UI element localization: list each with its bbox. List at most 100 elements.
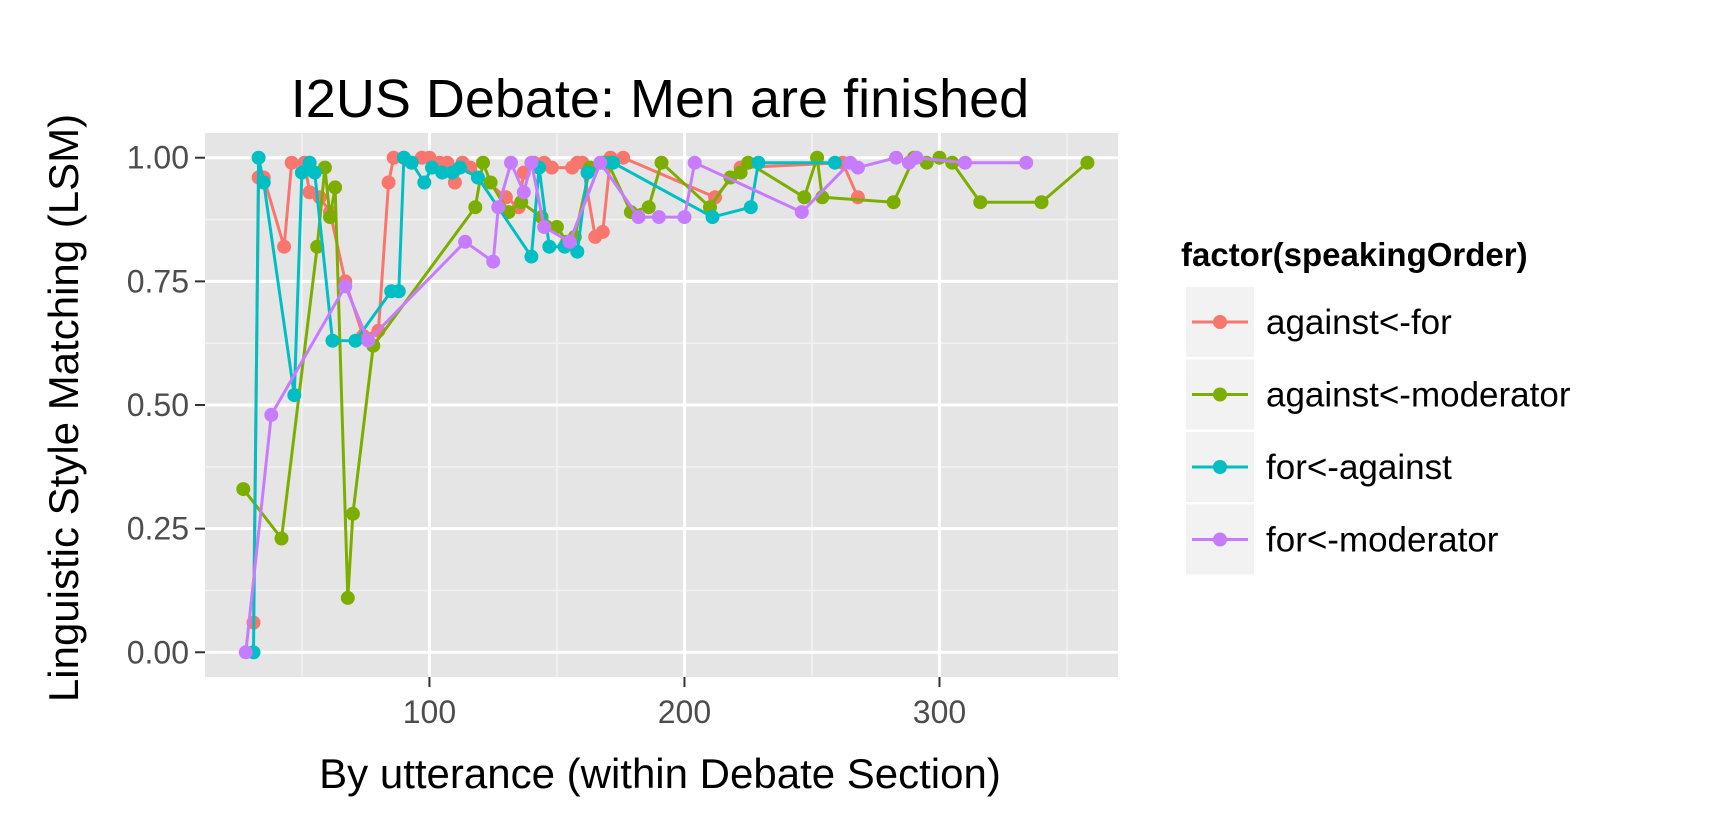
legend-item-against-moderator: against<-moderator bbox=[1186, 359, 1571, 430]
legend-key-point bbox=[1213, 532, 1227, 547]
data-point-against-moderator bbox=[733, 165, 748, 180]
data-point-against-moderator bbox=[323, 210, 337, 225]
data-point-against-moderator bbox=[549, 220, 564, 234]
data-point-for-against bbox=[524, 249, 539, 264]
x-tick-label: 100 bbox=[403, 694, 456, 730]
data-point-against-moderator bbox=[340, 590, 355, 605]
data-point-for-against bbox=[606, 155, 620, 170]
legend-label: for<-moderator bbox=[1266, 521, 1499, 560]
data-point-against-moderator bbox=[641, 200, 656, 215]
data-point-against-moderator bbox=[654, 155, 669, 170]
legend-label: against<-moderator bbox=[1266, 376, 1571, 415]
data-point-against-moderator bbox=[476, 155, 490, 170]
y-tick-label: 0.00 bbox=[127, 634, 189, 670]
data-point-against-moderator bbox=[797, 190, 812, 205]
data-point-for-moderator bbox=[794, 205, 809, 220]
data-point-for-moderator bbox=[593, 155, 608, 170]
data-point-for-against bbox=[294, 165, 309, 180]
data-point-for-against bbox=[542, 239, 557, 254]
data-point-against-for bbox=[850, 190, 865, 205]
data-point-for-against bbox=[570, 244, 585, 259]
data-point-against-moderator bbox=[886, 195, 901, 210]
chart-title: I2US Debate: Men are finished bbox=[291, 69, 1029, 129]
data-point-for-moderator bbox=[677, 210, 692, 225]
major-gridlines bbox=[205, 133, 1118, 677]
data-point-for-moderator bbox=[491, 200, 506, 215]
data-point-for-against bbox=[325, 333, 340, 348]
x-axis-title: By utterance (within Debate Section) bbox=[319, 750, 1001, 797]
legend-item-for-against: for<-against bbox=[1186, 432, 1452, 502]
legend-item-for-moderator: for<-moderator bbox=[1186, 504, 1499, 575]
legend: factor(speakingOrder) against<-for agains… bbox=[1181, 236, 1571, 575]
legend-label: against<-for bbox=[1266, 303, 1452, 342]
data-point-for-against bbox=[435, 165, 450, 180]
legend-item-against-for: against<-for bbox=[1186, 287, 1452, 357]
y-axis: 0.00 0.25 0.50 0.75 1.00 bbox=[127, 140, 205, 670]
legend-key-point bbox=[1213, 460, 1227, 474]
data-point-for-moderator bbox=[338, 279, 353, 294]
data-point-for-moderator bbox=[651, 210, 666, 225]
y-tick-label: 1.00 bbox=[127, 140, 189, 176]
data-point-for-against bbox=[287, 388, 302, 403]
data-point-against-for bbox=[312, 190, 327, 205]
data-point-against-for bbox=[595, 224, 610, 239]
x-tick-label: 300 bbox=[913, 694, 966, 730]
legend-key-point bbox=[1213, 387, 1227, 402]
data-point-for-moderator bbox=[1019, 155, 1034, 170]
data-point-for-against bbox=[391, 284, 406, 299]
data-point-against-moderator bbox=[1034, 195, 1049, 210]
data-point-against-moderator bbox=[973, 195, 988, 210]
series-layer bbox=[236, 150, 1095, 660]
data-point-for-against bbox=[417, 175, 432, 190]
data-point-for-moderator bbox=[631, 210, 646, 225]
data-point-against-for bbox=[544, 160, 559, 175]
data-point-against-moderator bbox=[932, 150, 947, 165]
data-point-for-moderator bbox=[889, 150, 904, 165]
data-point-for-against bbox=[404, 155, 419, 170]
y-tick-label: 0.25 bbox=[127, 511, 189, 547]
series-for-moderator bbox=[238, 150, 1034, 660]
data-point-for-moderator bbox=[562, 234, 577, 249]
y-tick-label: 0.50 bbox=[127, 387, 189, 423]
data-point-for-moderator bbox=[516, 185, 531, 200]
data-point-for-moderator bbox=[687, 155, 702, 170]
data-point-for-against bbox=[827, 155, 842, 170]
data-point-for-against bbox=[751, 155, 766, 170]
data-point-for-against bbox=[307, 165, 322, 180]
data-point-for-against bbox=[705, 210, 720, 225]
legend-title: factor(speakingOrder) bbox=[1181, 236, 1528, 273]
data-point-against-moderator bbox=[483, 175, 498, 190]
data-point-against-moderator bbox=[468, 200, 483, 215]
data-point-for-against bbox=[251, 150, 266, 165]
legend-key-point bbox=[1213, 315, 1227, 329]
data-point-for-against bbox=[348, 333, 363, 348]
y-axis-title: Linguistic Style Matching (LSM) bbox=[40, 114, 87, 702]
data-point-against-for bbox=[277, 239, 292, 254]
data-point-against-moderator bbox=[236, 482, 251, 497]
data-point-against-for bbox=[386, 150, 401, 165]
data-point-for-moderator bbox=[264, 407, 279, 422]
y-tick-label: 0.75 bbox=[127, 263, 189, 299]
x-axis: 100 200 300 bbox=[403, 677, 966, 730]
data-point-for-moderator bbox=[486, 254, 501, 269]
data-point-against-moderator bbox=[1080, 155, 1095, 170]
data-point-against-moderator bbox=[328, 180, 343, 195]
data-point-for-moderator bbox=[504, 155, 518, 170]
data-point-for-moderator bbox=[361, 333, 376, 348]
legend-label: for<-against bbox=[1266, 448, 1452, 487]
data-point-against-for bbox=[284, 155, 299, 170]
data-point-for-against bbox=[470, 170, 485, 185]
data-point-against-moderator bbox=[274, 531, 289, 546]
data-point-for-moderator bbox=[458, 234, 473, 249]
data-point-against-for bbox=[381, 175, 396, 190]
data-point-for-moderator bbox=[537, 220, 552, 234]
data-point-for-moderator bbox=[524, 155, 539, 170]
data-point-for-moderator bbox=[909, 150, 924, 165]
data-point-for-against bbox=[580, 165, 595, 180]
x-tick-label: 200 bbox=[658, 694, 711, 730]
data-point-for-moderator bbox=[958, 155, 972, 170]
data-point-for-against bbox=[743, 200, 758, 215]
data-point-for-against bbox=[453, 160, 467, 175]
